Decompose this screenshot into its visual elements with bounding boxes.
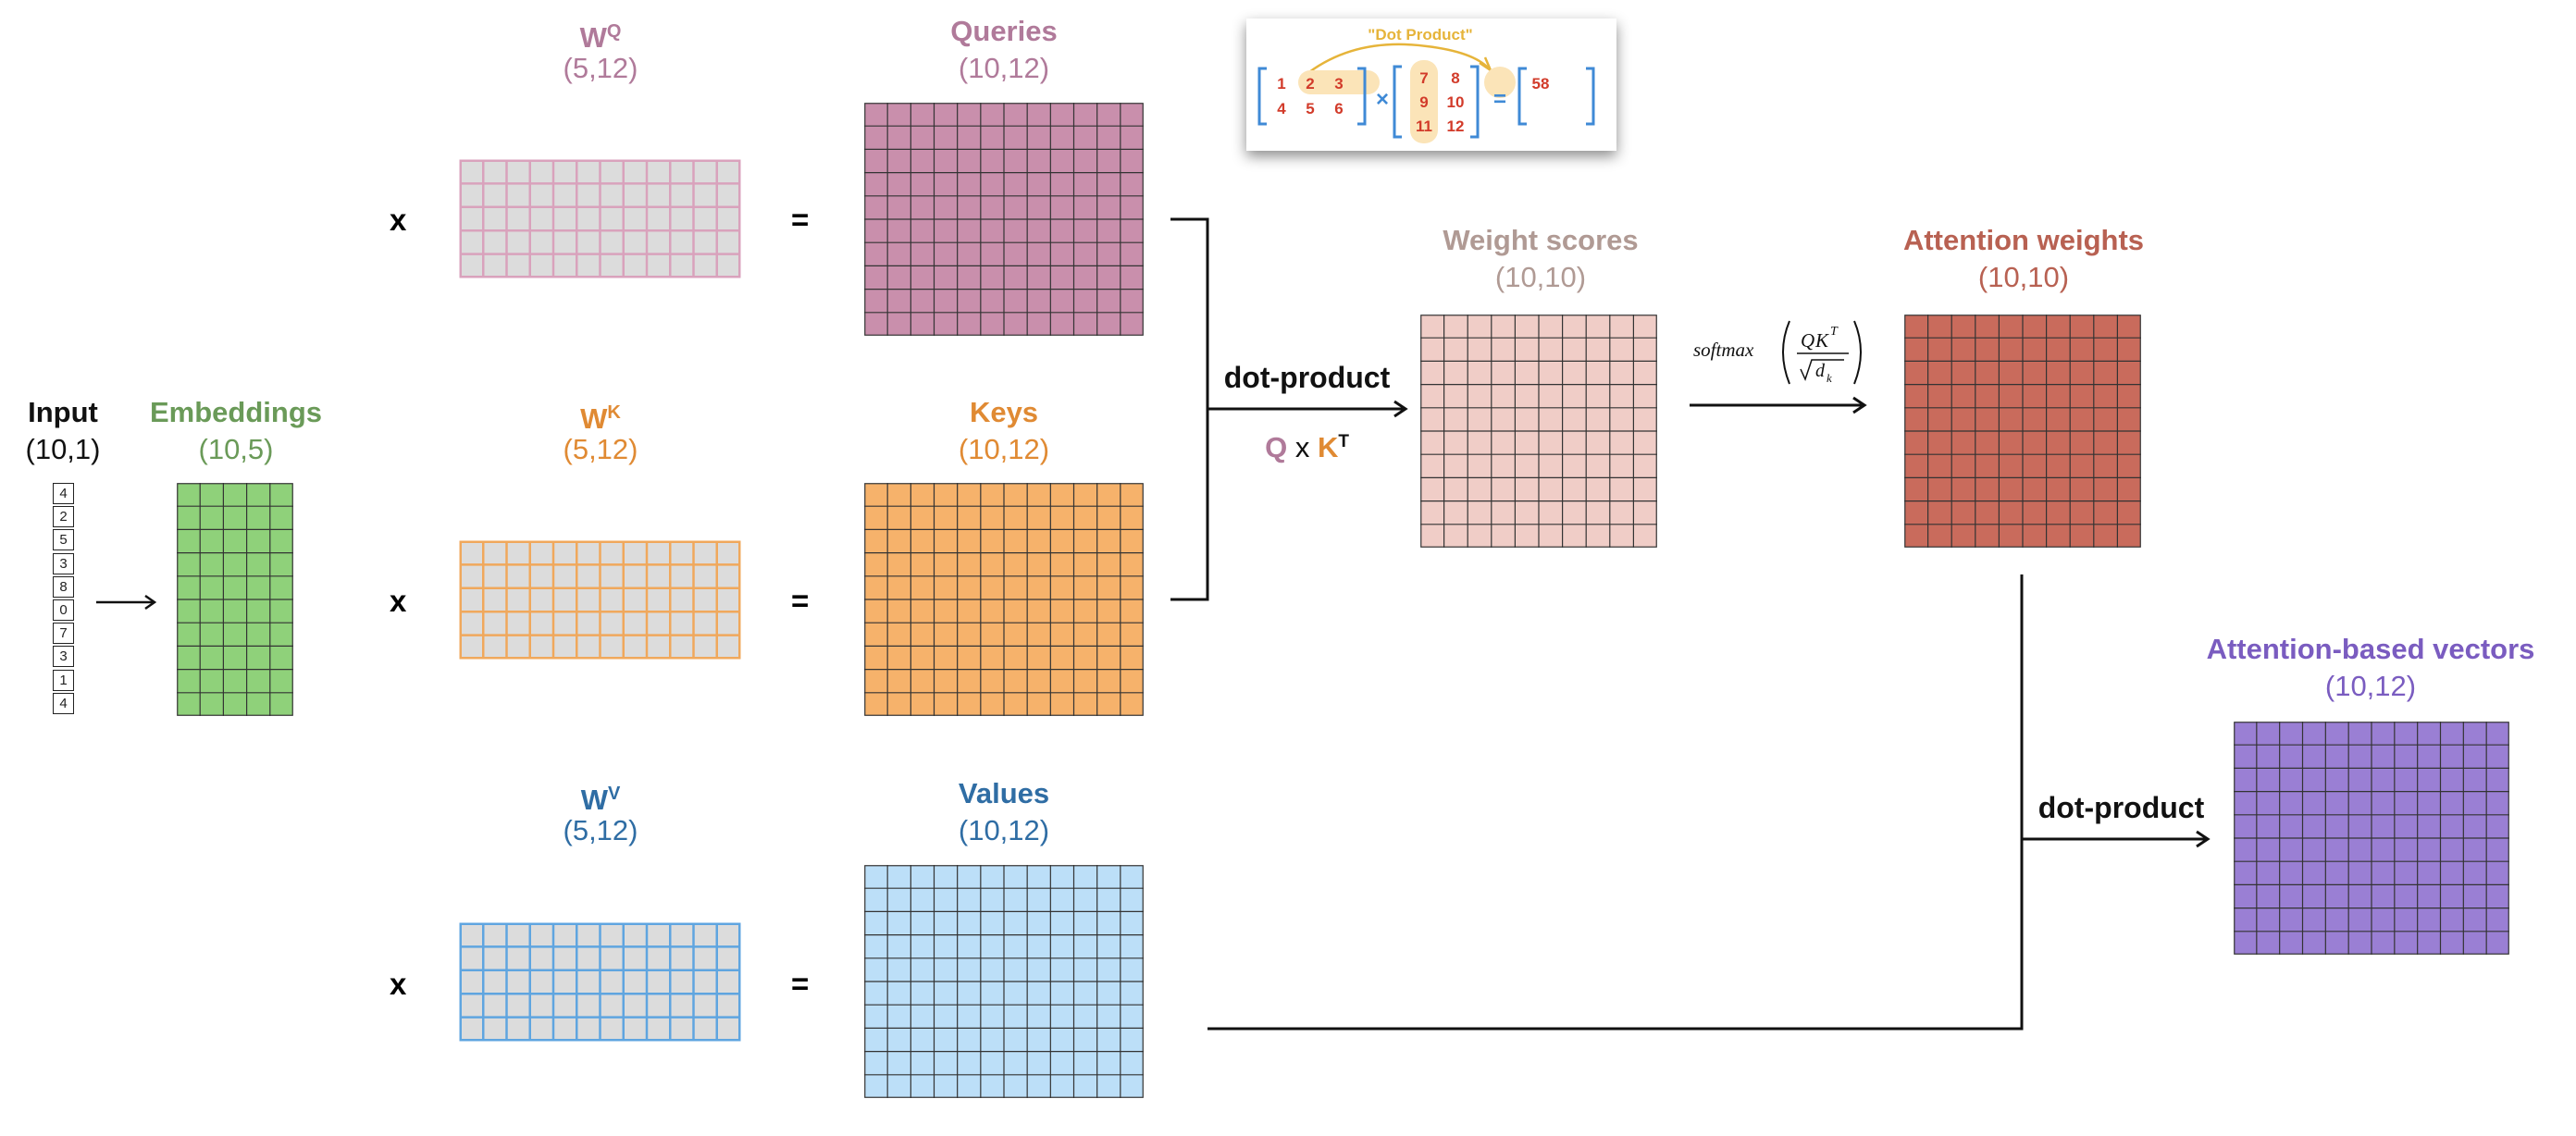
input-cell: 3 bbox=[53, 646, 74, 668]
input-title: Input bbox=[28, 396, 98, 428]
svg-text:softmax: softmax bbox=[1693, 339, 1754, 361]
input-cell: 5 bbox=[53, 529, 74, 551]
input-dims: (10,1) bbox=[25, 433, 101, 465]
input-cell: 0 bbox=[53, 599, 74, 621]
embeddings-dims: (10,5) bbox=[198, 433, 274, 465]
softmax-formula: softmax Q K T d k bbox=[1691, 310, 1876, 407]
svg-text:×: × bbox=[1376, 87, 1389, 112]
values-dims: (10,12) bbox=[958, 814, 1050, 846]
weight-scores-dims: (10,10) bbox=[1494, 261, 1587, 293]
dot-product-label-qk: dot-product bbox=[1223, 361, 1391, 394]
queries-dims: (10,12) bbox=[958, 52, 1050, 84]
times-operator-q: x bbox=[390, 203, 407, 237]
values-title: Values bbox=[958, 777, 1050, 809]
svg-text:3: 3 bbox=[1334, 75, 1343, 93]
embeddings-title: Embeddings bbox=[149, 396, 322, 428]
input-cell: 3 bbox=[53, 552, 74, 574]
values-matrix bbox=[864, 865, 1144, 1098]
equals-operator-q: = bbox=[791, 203, 810, 237]
input-cell: 8 bbox=[53, 575, 74, 598]
highlight-result bbox=[1484, 67, 1516, 98]
input-cell: 1 bbox=[53, 669, 74, 691]
svg-text:k: k bbox=[1827, 371, 1832, 385]
svg-text:9: 9 bbox=[1419, 93, 1428, 111]
wq-matrix bbox=[459, 159, 741, 278]
weight-scores-title: Weight scores bbox=[1443, 224, 1639, 256]
wv-dims: (5,12) bbox=[563, 814, 638, 846]
queries-title: Queries bbox=[950, 15, 1058, 47]
svg-text:d: d bbox=[1815, 361, 1826, 381]
wv-title: WV bbox=[580, 784, 621, 817]
dot-product-example-card: "Dot Product" 1 2 3 4 5 6 × 7 8 9 10 11 … bbox=[1246, 19, 1616, 151]
svg-text:2: 2 bbox=[1306, 75, 1314, 93]
input-cell: 4 bbox=[53, 692, 74, 714]
keys-title: Keys bbox=[969, 396, 1039, 428]
dot-product-label-attention: dot-product bbox=[2037, 791, 2205, 824]
attention-vectors-dims: (10,12) bbox=[2324, 670, 2417, 702]
svg-text:Q: Q bbox=[1801, 329, 1814, 352]
svg-text:12: 12 bbox=[1447, 117, 1465, 135]
svg-text:1: 1 bbox=[1277, 75, 1285, 93]
wq-title: WQ bbox=[579, 21, 622, 55]
qkt-formula: Q x KT bbox=[1265, 431, 1349, 464]
svg-text:8: 8 bbox=[1451, 69, 1459, 87]
example-title: "Dot Product" bbox=[1368, 26, 1472, 43]
wq-dims: (5,12) bbox=[563, 52, 638, 84]
input-cell: 7 bbox=[53, 623, 74, 645]
svg-text:6: 6 bbox=[1334, 100, 1343, 117]
svg-text:4: 4 bbox=[1277, 100, 1286, 117]
equals-operator-k: = bbox=[791, 584, 810, 618]
wv-matrix bbox=[459, 922, 741, 1042]
times-operator-v: x bbox=[390, 967, 407, 1001]
svg-text:=: = bbox=[1493, 87, 1506, 112]
equals-operator-v: = bbox=[791, 967, 810, 1001]
attention-weights-title: Attention weights bbox=[1902, 224, 2145, 256]
svg-text:7: 7 bbox=[1419, 69, 1428, 87]
attention-weights-dims: (10,10) bbox=[1977, 261, 2070, 293]
wk-matrix bbox=[459, 540, 741, 660]
embeddings-matrix bbox=[177, 483, 293, 716]
svg-text:10: 10 bbox=[1447, 93, 1465, 111]
svg-text:5: 5 bbox=[1306, 100, 1314, 117]
times-operator-k: x bbox=[390, 584, 407, 618]
attention-weights-matrix bbox=[1904, 315, 2141, 548]
svg-text:T: T bbox=[1830, 325, 1839, 339]
wk-dims: (5,12) bbox=[563, 433, 638, 465]
wk-title: WK bbox=[580, 402, 621, 436]
svg-text:11: 11 bbox=[1416, 117, 1432, 135]
svg-text:58: 58 bbox=[1532, 75, 1550, 93]
attention-vectors-matrix bbox=[2234, 722, 2509, 955]
svg-text:K: K bbox=[1814, 329, 1829, 352]
dot-product-example: "Dot Product" 1 2 3 4 5 6 × 7 8 9 10 11 … bbox=[1257, 26, 1595, 143]
weight-scores-matrix bbox=[1420, 315, 1657, 548]
queries-matrix bbox=[864, 103, 1144, 336]
attention-vectors-title: Attention-based vectors bbox=[2206, 633, 2535, 665]
input-cell: 2 bbox=[53, 506, 74, 528]
keys-matrix bbox=[864, 483, 1144, 716]
highlight-col bbox=[1410, 60, 1438, 143]
input-cell: 4 bbox=[53, 483, 74, 504]
arrow-input-to-embeddings bbox=[96, 593, 161, 616]
highlight-row bbox=[1298, 70, 1380, 94]
keys-dims: (10,12) bbox=[958, 433, 1050, 465]
